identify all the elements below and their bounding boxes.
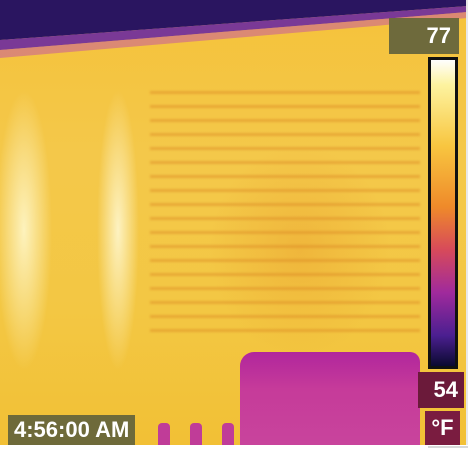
scale-max-value: 77	[389, 18, 459, 54]
fence-posts	[150, 420, 240, 445]
thermal-image-frame: 77 54 °F 4:56:00 AM	[0, 0, 468, 445]
scale-min-value: 54	[418, 372, 464, 408]
brick-wall-pattern	[150, 80, 420, 340]
temperature-scale-bar	[428, 57, 458, 369]
fence-post	[190, 423, 202, 445]
foreground-object	[240, 352, 420, 445]
fence-post	[158, 423, 170, 445]
roof-edge	[0, 0, 466, 60]
fence-post	[222, 423, 234, 445]
temperature-unit: °F	[425, 411, 460, 445]
divider	[428, 446, 468, 448]
timestamp: 4:56:00 AM	[8, 415, 136, 445]
